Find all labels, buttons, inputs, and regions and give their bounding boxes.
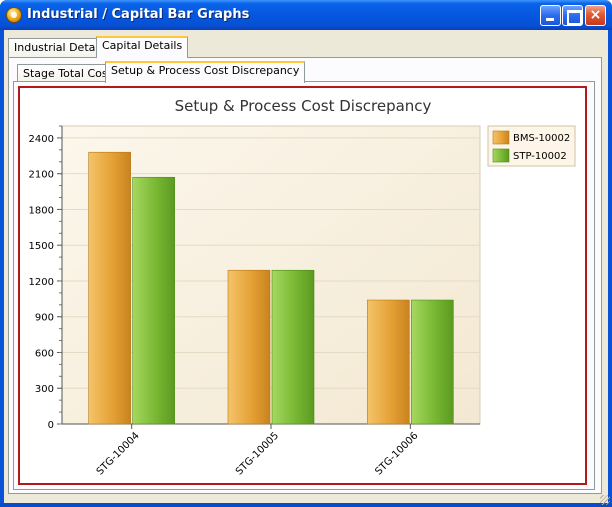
close-button[interactable]: × (585, 5, 606, 26)
tab-capital-details[interactable]: Capital Details (96, 36, 189, 58)
maximize-button[interactable] (562, 5, 583, 26)
close-icon: × (589, 7, 602, 23)
y-tick-label: 2100 (29, 170, 54, 181)
title-bar[interactable]: Industrial / Capital Bar Graphs × (0, 0, 612, 30)
axes (57, 125, 480, 429)
bar-bms-10002-stg-10005 (227, 269, 271, 425)
y-tick-label: 1500 (29, 241, 54, 252)
window-title: Industrial / Capital Bar Graphs (27, 7, 250, 22)
x-tick-label: STG-10004 (95, 430, 142, 477)
tab-setup-process-cost-discrepancy[interactable]: Setup & Process Cost Discrepancy (105, 61, 306, 83)
y-tick-label: 0 (48, 420, 54, 431)
window-bottom-border (0, 503, 612, 507)
y-tick-label: 300 (35, 384, 54, 395)
legend-label: STP-10002 (513, 151, 567, 162)
gridlines (62, 137, 480, 389)
bar-bms-10002-stg-10006 (367, 299, 410, 425)
legend-label: BMS-10002 (513, 133, 570, 144)
y-tick-label: 600 (35, 348, 54, 359)
chart-title: Setup & Process Cost Discrepancy (175, 97, 432, 115)
bar-bms-10002-stg-10004 (88, 151, 131, 425)
legend-swatch (492, 130, 510, 145)
y-tick-label: 900 (35, 313, 54, 324)
bar-stp-10002-stg-10005 (271, 269, 315, 425)
y-tick-label: 2400 (29, 134, 54, 145)
legend-swatch (492, 148, 510, 163)
y-tick-label: 1800 (29, 205, 54, 216)
y-tick-label: 1200 (29, 277, 54, 288)
bars (88, 151, 454, 425)
minimize-button[interactable] (540, 5, 561, 26)
chart-frame: Setup & Process Cost Discrepancy 0 300 600… (18, 86, 587, 485)
bar-stp-10002-stg-10006 (411, 299, 454, 425)
resize-grip[interactable] (600, 495, 610, 505)
x-tick-label: STG-10005 (234, 430, 281, 477)
x-tick-label: STG-10006 (373, 430, 420, 477)
bar-stp-10002-stg-10004 (132, 176, 175, 425)
app-icon[interactable] (6, 7, 22, 23)
legend: BMS-10002 STP-10002 (487, 125, 576, 167)
bar-chart: Setup & Process Cost Discrepancy 0 300 600… (29, 97, 576, 477)
